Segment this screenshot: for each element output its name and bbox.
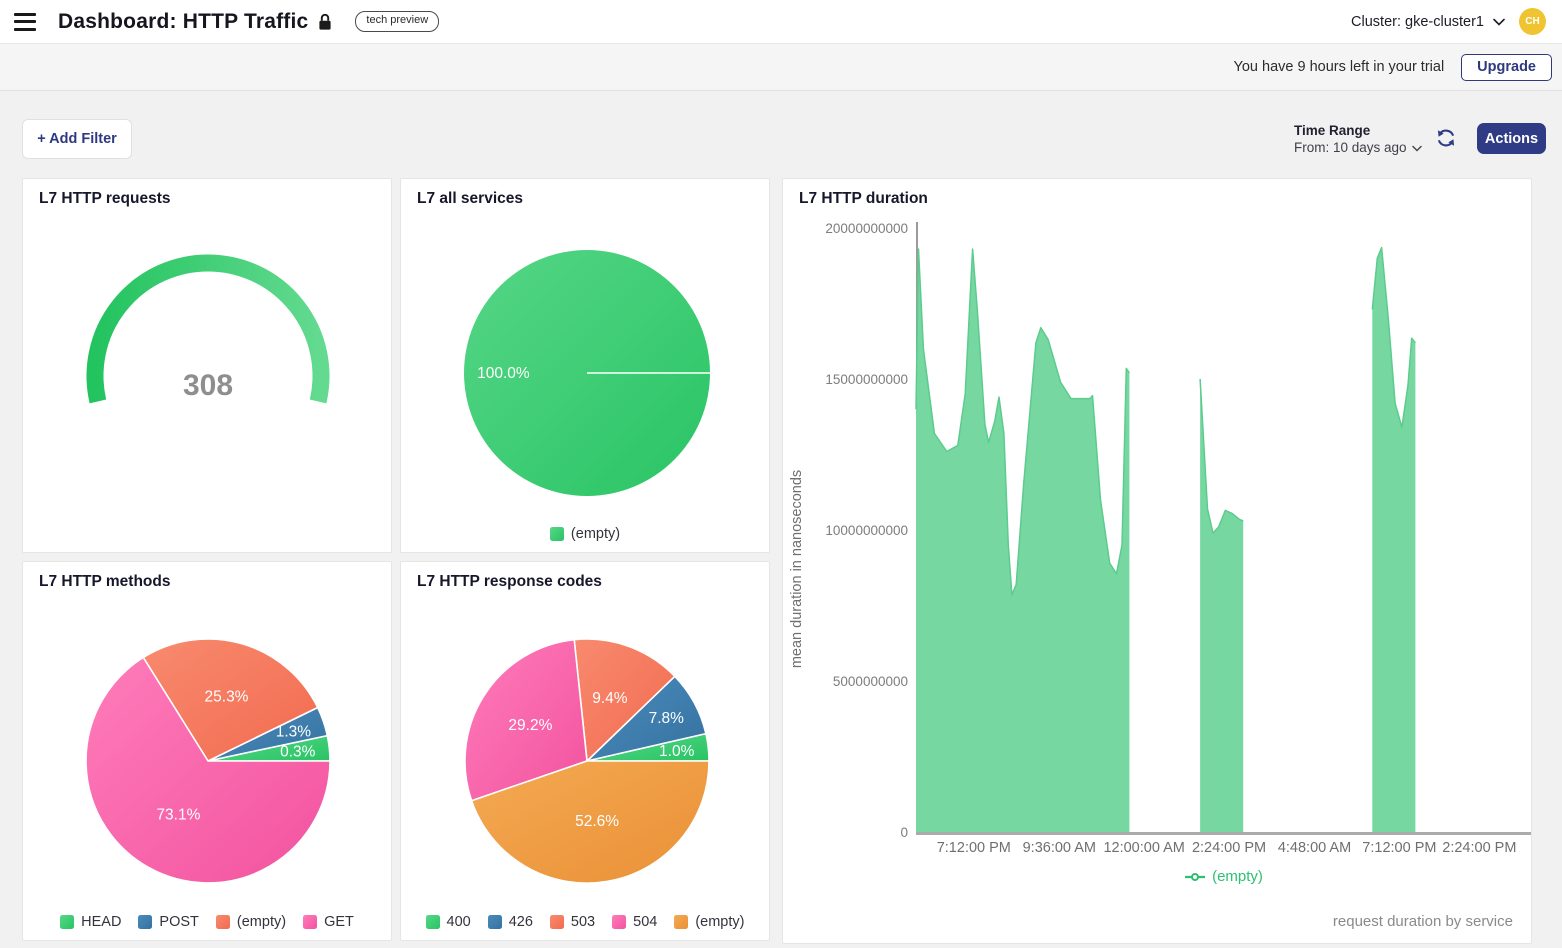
duration-area-chart: 0 5000000000 10000000000 15000000000 2000000… [789, 221, 1531, 856]
line-marker-icon [1185, 872, 1206, 881]
panel-title: L7 HTTP response codes [417, 573, 602, 590]
legend-item--empty-[interactable]: (empty) [674, 914, 744, 930]
gauge-chart: 308 [86, 254, 330, 404]
svg-text:308: 308 [183, 369, 233, 402]
trial-banner: You have 9 hours left in your trial Upgr… [0, 44, 1562, 91]
legend-label: POST [159, 914, 199, 930]
legend-swatch [138, 915, 153, 929]
legend-item-empty[interactable]: (empty) [1184, 868, 1263, 885]
legend-swatch [487, 915, 502, 929]
svg-text:0.3%: 0.3% [280, 744, 316, 761]
legend-item-post[interactable]: POST [138, 914, 199, 930]
codes-legend: 400 426 503 504 (empty) [401, 914, 769, 930]
svg-text:7:12:00 PM: 7:12:00 PM [1362, 840, 1436, 856]
legend-label: GET [324, 914, 354, 930]
panel-l7-http-response-codes: L7 HTTP response codes 1.0% 7.8% 9.4% 29.2%… [400, 561, 770, 941]
panel-l7-http-duration: L7 HTTP duration 0 5000000000 10000000000 1… [782, 178, 1532, 944]
codes-pie-chart: 1.0% 7.8% 9.4% 29.2% 52.6% [464, 638, 710, 884]
cluster-selector[interactable]: Cluster: gke-cluster1 [1351, 13, 1505, 31]
legend-item-400[interactable]: 400 [425, 914, 471, 930]
methods-legend: HEAD POST (empty) GET [23, 914, 391, 930]
refresh-icon [1437, 129, 1455, 147]
legend-swatch [303, 915, 318, 929]
legend-label: 400 [446, 914, 471, 930]
svg-text:5000000000: 5000000000 [833, 674, 908, 689]
svg-text:15000000000: 15000000000 [825, 372, 908, 387]
duration-legend: (empty) [916, 868, 1531, 885]
legend-swatch [674, 915, 689, 929]
panel-title: L7 HTTP requests [39, 190, 171, 207]
legend-swatch [425, 915, 440, 929]
legend-swatch [549, 527, 564, 541]
legend-label: HEAD [81, 914, 122, 930]
legend-label: 426 [508, 914, 533, 930]
upgrade-button[interactable]: Upgrade [1461, 53, 1552, 81]
hamburger-menu-icon[interactable] [14, 12, 38, 31]
time-range-value: From: 10 days ago [1294, 140, 1422, 155]
svg-text:9.4%: 9.4% [592, 690, 628, 707]
legend-label: (empty) [570, 526, 621, 542]
add-filter-button[interactable]: + Add Filter [22, 119, 132, 159]
legend-swatch [60, 915, 75, 929]
svg-text:10000000000: 10000000000 [825, 523, 908, 538]
legend-item--empty-[interactable]: (empty) [215, 914, 287, 930]
header-right: Cluster: gke-cluster1 CH [1351, 8, 1546, 35]
svg-text:9:36:00 AM: 9:36:00 AM [1023, 840, 1096, 856]
svg-text:2:24:00 PM: 2:24:00 PM [1192, 840, 1266, 856]
panel-title: L7 HTTP duration [799, 190, 928, 207]
panel-title: L7 all services [417, 190, 523, 207]
svg-text:1.0%: 1.0% [659, 743, 695, 760]
actions-button[interactable]: Actions [1477, 123, 1546, 154]
svg-text:1.3%: 1.3% [276, 724, 312, 741]
legend-item-get[interactable]: GET [303, 914, 354, 930]
svg-text:mean duration in nanoseconds: mean duration in nanoseconds [789, 470, 805, 668]
time-range-label: Time Range [1294, 123, 1371, 138]
svg-text:4:48:00 AM: 4:48:00 AM [1278, 840, 1351, 856]
refresh-button[interactable] [1434, 127, 1458, 151]
time-range-selector[interactable]: Time Range From: 10 days ago [1294, 123, 1422, 155]
top-header: Dashboard: HTTP Traffic tech preview Clu… [0, 0, 1562, 44]
svg-text:7.8%: 7.8% [649, 710, 685, 727]
svg-text:2:24:00 PM: 2:24:00 PM [1442, 840, 1516, 856]
panel-l7-http-methods: L7 HTTP methods 0.3% 1.3% 25.3% 73.1% HEAD P… [22, 561, 392, 941]
legend-swatch [612, 915, 627, 929]
panel-l7-all-services: L7 all services 100.0% (empty) [400, 178, 770, 553]
legend-item--empty-[interactable]: (empty) [549, 526, 621, 542]
svg-text:0: 0 [900, 825, 908, 840]
tech-preview-badge: tech preview [355, 11, 440, 32]
svg-text:100.0%: 100.0% [477, 365, 530, 382]
svg-text:73.1%: 73.1% [156, 806, 200, 823]
legend-label: 503 [570, 914, 596, 930]
trial-message: You have 9 hours left in your trial [1233, 59, 1445, 75]
services-legend: (empty) [401, 526, 769, 542]
legend-label: (empty) [236, 914, 287, 930]
legend-swatch [215, 915, 230, 929]
methods-pie-chart: 0.3% 1.3% 25.3% 73.1% [85, 638, 331, 884]
chevron-down-icon [1493, 13, 1505, 31]
legend-item-head[interactable]: HEAD [60, 914, 121, 930]
legend-label: 504 [633, 914, 658, 930]
legend-label: (empty) [695, 914, 745, 930]
panel-l7-http-requests: L7 HTTP requests 308 [22, 178, 392, 553]
cluster-selector-label: Cluster: gke-cluster1 [1351, 13, 1484, 30]
svg-text:20000000000: 20000000000 [825, 221, 908, 236]
legend-item-426[interactable]: 426 [487, 914, 533, 930]
legend-label: (empty) [1212, 868, 1263, 885]
lock-icon [317, 13, 333, 31]
time-range-chevron-icon [1411, 140, 1422, 155]
panel-title: L7 HTTP methods [39, 573, 171, 590]
legend-item-503[interactable]: 503 [549, 914, 596, 930]
avatar[interactable]: CH [1519, 8, 1546, 35]
services-pie-chart: 100.0% [464, 250, 710, 496]
svg-text:29.2%: 29.2% [508, 717, 552, 734]
legend-item-504[interactable]: 504 [612, 914, 657, 930]
legend-swatch [549, 915, 564, 929]
svg-text:7:12:00 PM: 7:12:00 PM [937, 840, 1011, 856]
page-title: Dashboard: HTTP Traffic [58, 9, 309, 33]
svg-text:25.3%: 25.3% [205, 689, 249, 706]
svg-text:12:00:00 AM: 12:00:00 AM [1103, 840, 1184, 856]
chart-footer: request duration by service [1332, 913, 1513, 930]
svg-text:52.6%: 52.6% [575, 813, 619, 830]
